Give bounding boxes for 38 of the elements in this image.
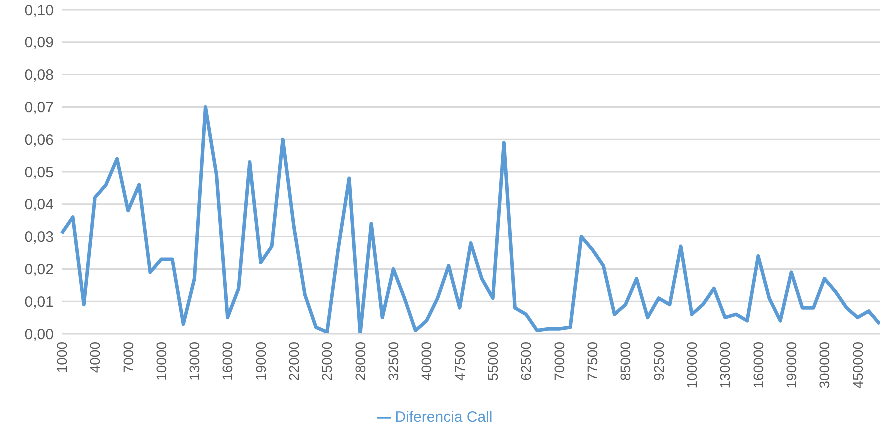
y-tick-label: 0,00	[24, 326, 54, 344]
x-tick-label: 70000	[551, 342, 568, 381]
x-tick-label: 22000	[286, 342, 302, 381]
y-tick-label: 0,05	[24, 164, 54, 182]
x-tick-label: 4000	[87, 342, 104, 374]
y-tick-label: 0,06	[24, 132, 54, 149]
y-tick-label: 0,08	[24, 67, 54, 84]
x-tick-label: 47500	[452, 342, 468, 381]
y-tick-label: 0,09	[24, 34, 54, 52]
x-tick-label: 1000	[54, 342, 70, 374]
x-tick-label: 160000	[750, 342, 766, 389]
x-tick-label: 19000	[252, 342, 269, 381]
y-tick-label: 0,10	[24, 2, 54, 20]
y-tick-label: 0,01	[24, 294, 54, 311]
x-tick-label: 13000	[186, 342, 203, 381]
x-tick-label: 300000	[816, 342, 833, 389]
x-tick-label: 28000	[352, 342, 368, 381]
x-tick-label: 100000	[684, 342, 700, 389]
x-tick-label: 40000	[418, 342, 435, 381]
x-tick-label: 130000	[717, 342, 734, 389]
legend-label: Diferencia Call	[395, 409, 493, 426]
x-tick-label: 450000	[850, 342, 866, 389]
x-tick-label: 25000	[319, 342, 336, 381]
line-series	[60, 105, 880, 334]
x-tick-label: 190000	[784, 342, 800, 389]
x-tick-label: 62500	[518, 342, 534, 381]
y-tick-label: 0,04	[24, 196, 54, 214]
y-tick-label: 0,02	[24, 262, 54, 279]
x-tick-label: 10000	[153, 342, 170, 381]
x-tick-label: 77500	[584, 342, 601, 381]
y-tick-label: 0,07	[24, 100, 54, 117]
x-tick-label: 92500	[650, 342, 667, 381]
x-tick-label: 16000	[220, 342, 236, 381]
x-tick-label: 85000	[618, 342, 634, 381]
x-tick-label: 32500	[386, 342, 402, 381]
x-tick-label: 55000	[485, 342, 502, 381]
y-tick-label: 0,03	[24, 229, 54, 246]
x-tick-label: 7000	[120, 342, 136, 374]
